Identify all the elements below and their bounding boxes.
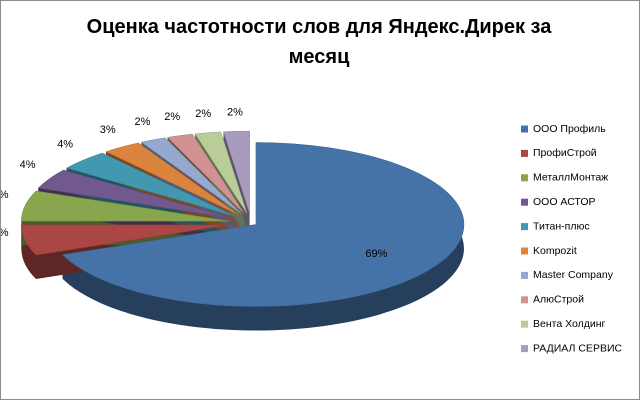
data-label: 6% xyxy=(1,227,9,239)
slice-side xyxy=(21,224,36,280)
legend-label: ООО Профиль xyxy=(533,123,606,135)
slice xyxy=(105,142,239,216)
slice xyxy=(21,224,230,256)
legend-swatch xyxy=(521,174,528,182)
legend-swatch xyxy=(521,320,528,328)
legend-label: АлюСтрой xyxy=(533,294,584,306)
legend-label: РАДИАЛ СЕРВИС xyxy=(533,342,622,354)
slice xyxy=(140,137,242,215)
legend-label: Kompozit xyxy=(533,245,577,257)
data-label: 2% xyxy=(195,108,211,120)
slice xyxy=(21,190,230,222)
slice xyxy=(194,131,248,214)
legend-swatch xyxy=(521,247,528,255)
slice xyxy=(62,142,465,307)
data-label: 4% xyxy=(20,159,36,171)
slice-tops xyxy=(21,130,465,307)
legend-swatch xyxy=(521,296,528,304)
legend-swatch xyxy=(521,125,528,133)
data-label: 2% xyxy=(227,106,243,118)
legend-label: Титан-плюс xyxy=(533,220,590,232)
slice xyxy=(223,130,250,214)
data-label: 4% xyxy=(57,138,73,150)
data-label: 2% xyxy=(134,116,150,128)
data-labels: 69% 6% 6% 4% 4% 3% 2% 2% 2% 2% xyxy=(1,106,388,259)
data-label: 69% xyxy=(365,248,387,260)
legend-label: МеталлМонтаж xyxy=(533,172,608,184)
legend-swatch xyxy=(521,223,528,231)
data-label: 6% xyxy=(1,189,9,201)
legend-label: Master Company xyxy=(533,269,614,281)
chart-title: месяц xyxy=(289,46,350,68)
legend-label: ООО АСТОР xyxy=(533,196,596,208)
legend: ООО Профиль ПрофиСтрой МеталлМонтаж ООО АСТ… xyxy=(521,123,622,354)
slice xyxy=(66,152,236,217)
slice xyxy=(37,169,232,219)
legend-label: Вента Холдинг xyxy=(533,318,606,330)
chart-title: Оценка частотности слов для Яндекс.Дирек… xyxy=(87,16,553,38)
data-label: 3% xyxy=(100,124,116,136)
legend-swatch xyxy=(521,198,528,206)
legend-swatch xyxy=(521,345,528,353)
legend-label: ПрофиСтрой xyxy=(533,147,597,159)
slice xyxy=(167,133,245,214)
legend-swatch xyxy=(521,149,528,157)
legend-swatch xyxy=(521,271,528,279)
data-label: 2% xyxy=(164,111,180,123)
